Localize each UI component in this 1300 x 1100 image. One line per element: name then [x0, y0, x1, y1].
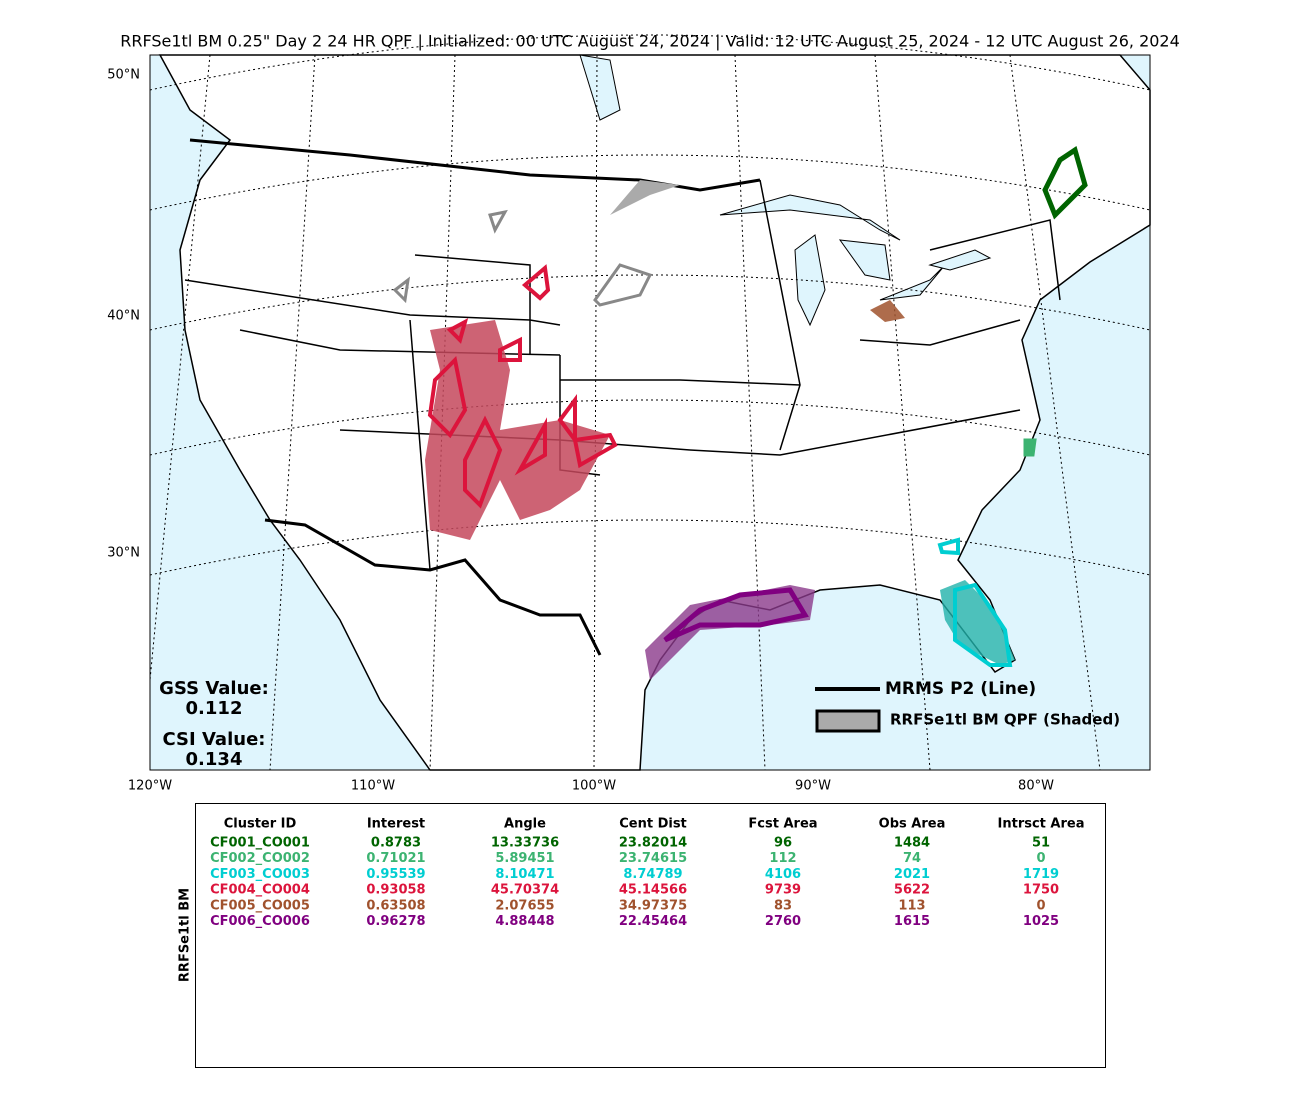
gss-value: 0.112 — [186, 698, 243, 719]
lon-label: 120°W — [128, 779, 172, 794]
table-cell: 0.63508 — [366, 898, 425, 913]
column-header: Intrsct Area — [998, 817, 1085, 832]
table-cell: 5622 — [894, 883, 930, 898]
table-cell: CF005_CO005 — [210, 898, 310, 913]
table-cell: 0.93058 — [366, 883, 425, 898]
table-cell: 34.97375 — [619, 898, 687, 913]
table-cell: 8.74789 — [623, 867, 682, 882]
table-frame — [195, 803, 1106, 1068]
table-cell: 1750 — [1023, 883, 1059, 898]
table-cell: 0 — [1036, 851, 1045, 866]
table-cell: 0.71021 — [366, 851, 425, 866]
table-cell: 0.95539 — [366, 867, 425, 882]
column-header: Angle — [504, 817, 546, 832]
table-cell: 1484 — [894, 836, 930, 851]
row-label: RRFSe1tl BM — [178, 888, 193, 982]
column-header: Fcst Area — [748, 817, 817, 832]
column-header: Cluster ID — [224, 817, 297, 832]
legend-label: RRFSe1tl BM QPF (Shaded) — [890, 711, 1120, 729]
table-cell: 4106 — [765, 867, 801, 882]
table-cell: 2021 — [894, 867, 930, 882]
column-header: Interest — [367, 817, 425, 832]
table-cell: 1025 — [1023, 914, 1059, 929]
legend-label: MRMS P2 (Line) — [885, 679, 1036, 699]
table-cell: 96 — [774, 836, 792, 851]
table-cell: CF004_CO004 — [210, 883, 310, 898]
table-cell: 45.14566 — [619, 883, 687, 898]
table-cell: 112 — [769, 851, 796, 866]
lon-label: 110°W — [351, 779, 395, 794]
table-cell: 23.74615 — [619, 851, 687, 866]
lon-label: 100°W — [572, 779, 616, 794]
table-cell: 51 — [1032, 836, 1050, 851]
lon-label: 80°W — [1018, 779, 1054, 794]
csi-value: 0.134 — [186, 749, 243, 770]
column-header: Obs Area — [879, 817, 946, 832]
table-cell: 0.96278 — [366, 914, 425, 929]
clusters — [392, 146, 1088, 680]
table-cell: CF006_CO006 — [210, 914, 310, 929]
table-cell: 4.88448 — [495, 914, 554, 929]
table-cell: 74 — [903, 851, 921, 866]
table-cell: 5.89451 — [495, 851, 554, 866]
borders — [184, 138, 1061, 656]
lat-label: 50°N — [107, 68, 140, 83]
table-cell: 8.10471 — [495, 867, 554, 882]
lat-label: 30°N — [107, 546, 140, 561]
column-header: Cent Dist — [619, 817, 687, 832]
table-cell: 113 — [898, 898, 925, 913]
csi-label: CSI Value: — [163, 729, 266, 750]
table-cell: 0.8783 — [371, 836, 421, 851]
legend-swatch — [815, 709, 881, 733]
table-cell: 45.70374 — [491, 883, 559, 898]
table-cell: 83 — [774, 898, 792, 913]
graticule — [149, 34, 1151, 771]
table-cell: CF001_CO001 — [210, 836, 310, 851]
map-frame — [149, 54, 1151, 771]
table-cell: 2.07655 — [495, 898, 554, 913]
table-cell: 1615 — [894, 914, 930, 929]
table-cell: 2760 — [765, 914, 801, 929]
table-cell: 22.45464 — [619, 914, 687, 929]
table-cell: 23.82014 — [619, 836, 687, 851]
title: RRFSe1tl BM 0.25" Day 2 24 HR QPF | Init… — [120, 32, 1180, 51]
lat-label: 40°N — [107, 309, 140, 324]
table-cell: 13.33736 — [491, 836, 559, 851]
table-cell: 9739 — [765, 883, 801, 898]
table-cell: 1719 — [1023, 867, 1059, 882]
table-cell: CF002_CO002 — [210, 851, 310, 866]
table-cell: CF003_CO003 — [210, 867, 310, 882]
table-cell: 0 — [1036, 898, 1045, 913]
lon-label: 90°W — [795, 779, 831, 794]
gss-label: GSS Value: — [159, 678, 269, 699]
